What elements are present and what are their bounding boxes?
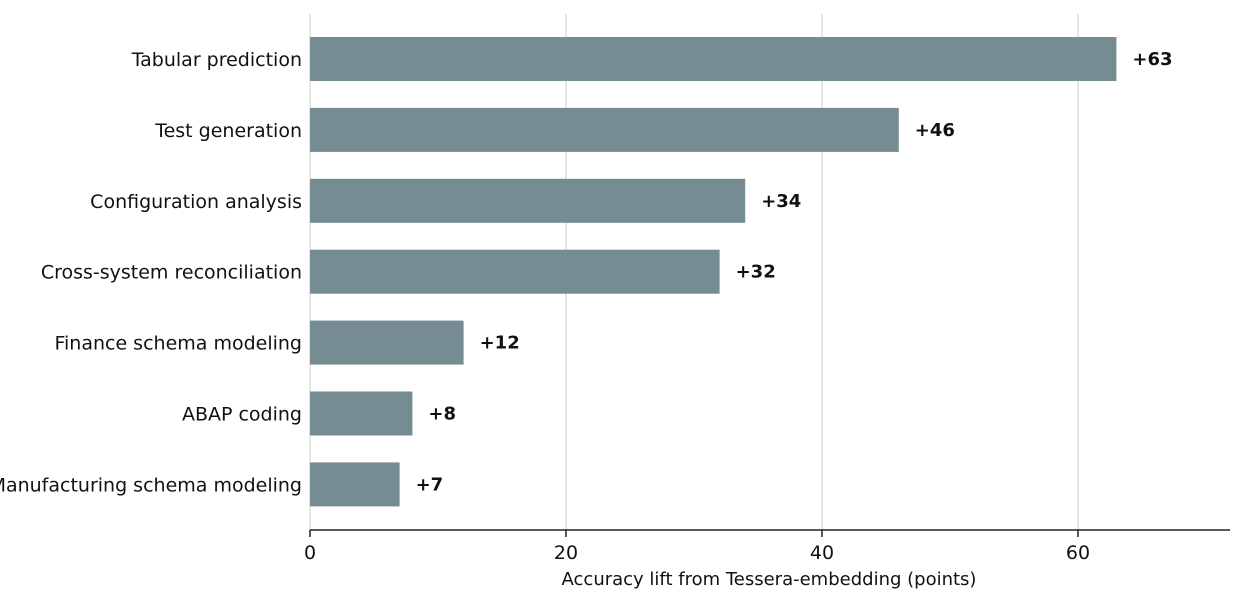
bar	[310, 37, 1117, 81]
bar	[310, 178, 746, 223]
category-label: Tabular prediction	[131, 49, 302, 71]
value-label: +12	[480, 333, 520, 354]
bar	[310, 320, 464, 365]
category-label: Cross-system reconciliation	[41, 262, 302, 284]
value-label: +46	[915, 120, 955, 141]
bar	[310, 391, 413, 436]
value-label: +8	[428, 404, 456, 425]
category-label: Configuration analysis	[90, 191, 302, 213]
x-tick-label: 40	[810, 542, 834, 564]
category-label: Finance schema modeling	[54, 333, 302, 355]
value-labels: +63 +46 +34 +32 +12 +8 +7	[416, 49, 1173, 495]
x-axis-title: Accuracy lift from Tessera-embedding (po…	[562, 569, 977, 590]
value-label: +63	[1132, 49, 1172, 70]
value-label: +32	[736, 262, 776, 283]
x-axis: 0 20 40 60	[304, 529, 1230, 564]
category-label: Test generation	[154, 120, 302, 142]
bars	[310, 37, 1117, 507]
x-tick-label: 0	[304, 542, 316, 564]
bar	[310, 107, 899, 152]
value-label: +7	[416, 474, 444, 495]
bar	[310, 462, 400, 507]
category-label: ABAP coding	[182, 404, 302, 426]
category-label: Manufacturing schema modeling	[0, 474, 302, 496]
x-tick-label: 20	[554, 542, 578, 564]
category-labels: Tabular prediction Test generation Configu…	[0, 49, 302, 496]
bar	[310, 249, 720, 294]
value-label: +34	[761, 191, 801, 212]
x-tick-label: 60	[1066, 542, 1090, 564]
